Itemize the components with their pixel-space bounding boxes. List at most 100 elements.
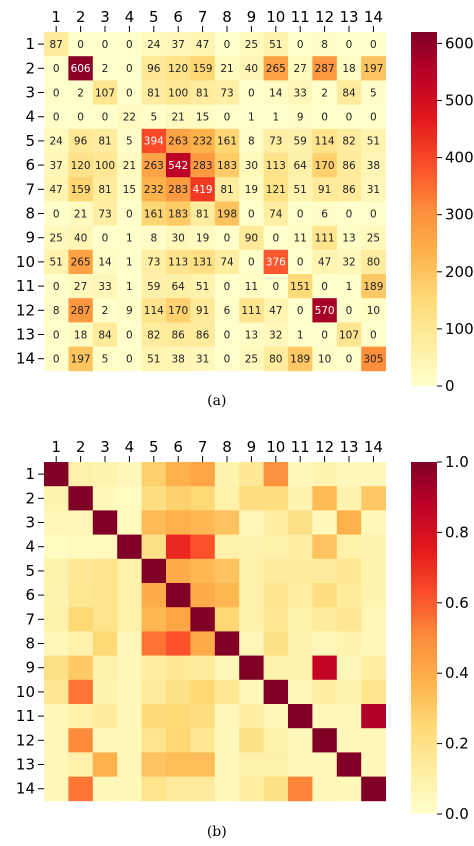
cell-value-label: 81 xyxy=(220,184,233,196)
heatmap-cell xyxy=(92,346,118,372)
x-tick-label: 8 xyxy=(222,438,232,456)
colorbar-tick-label: 600 xyxy=(445,34,474,52)
cell-value-label: 0 xyxy=(297,305,304,317)
cell-value-label: 1 xyxy=(126,233,133,245)
heatmap-cell xyxy=(141,728,167,753)
heatmap-cell xyxy=(141,298,167,323)
cell-value-label: 40 xyxy=(74,233,87,245)
heatmap-cell xyxy=(263,655,289,681)
heatmap-cell xyxy=(190,322,216,347)
y-tick-label: 7 xyxy=(25,610,35,628)
heatmap-cell xyxy=(92,153,118,178)
cell-value-label: 0 xyxy=(102,233,109,245)
cell-value-label: 13 xyxy=(245,329,258,341)
heatmap-cell xyxy=(166,298,191,323)
heatmap-cell xyxy=(44,322,69,347)
heatmap-cell xyxy=(214,486,240,511)
heatmap-cell xyxy=(68,201,94,226)
heatmap-cell xyxy=(190,80,216,105)
cell-value-label: 0 xyxy=(53,329,60,341)
colorbar-tick-label: 300 xyxy=(445,206,474,224)
cell-value-label: 0 xyxy=(224,233,231,245)
heatmap-cell xyxy=(312,225,338,251)
cell-value-label: 82 xyxy=(342,136,355,148)
heatmap-cell xyxy=(117,583,142,608)
cell-value-label: 5 xyxy=(150,112,157,124)
heatmap-cell xyxy=(92,249,118,275)
heatmap-cell xyxy=(336,728,362,753)
cell-value-label: 59 xyxy=(294,136,307,148)
heatmap-cell xyxy=(92,104,118,130)
cell-value-label: 131 xyxy=(193,257,213,269)
heatmap-cell xyxy=(263,607,289,632)
y-tick-label: 9 xyxy=(25,659,35,677)
heatmap-cell xyxy=(361,728,386,753)
cell-value-label: 0 xyxy=(102,39,109,51)
heatmap-cell xyxy=(141,322,167,347)
heatmap-cell xyxy=(263,177,289,202)
cell-value-label: 0 xyxy=(102,112,109,124)
cell-value-label: 25 xyxy=(245,39,258,51)
cell-value-label: 74 xyxy=(220,257,234,269)
cell-value-label: 47 xyxy=(50,184,63,196)
cell-value-label: 19 xyxy=(196,233,209,245)
heatmap-cell xyxy=(166,322,191,347)
colorbar-tick-label: 200 xyxy=(445,263,474,281)
cell-value-label: 96 xyxy=(147,63,161,75)
heatmap-cell xyxy=(288,249,313,275)
cell-value-label: 21 xyxy=(123,160,136,172)
x-tick-label: 13 xyxy=(339,8,358,26)
cell-value-label: 22 xyxy=(123,112,136,124)
colorbar xyxy=(411,32,437,386)
heatmap-cell xyxy=(361,201,386,226)
heatmap-cell xyxy=(44,80,69,105)
heatmap-cell xyxy=(166,249,191,275)
heatmap-cell xyxy=(263,201,289,226)
heatmap-cell xyxy=(68,679,94,705)
cell-value-label: 394 xyxy=(144,136,164,148)
heatmap-panel-b: 1 2 3 4 5 6 7 8 9 10 11 12 13 1412345678910111213140.… xyxy=(16,438,469,840)
heatmap-cell xyxy=(166,558,191,584)
cell-value-label: 0 xyxy=(272,281,279,293)
cell-value-label: 0 xyxy=(370,112,377,124)
heatmap-cell xyxy=(239,486,264,511)
cell-value-label: 86 xyxy=(342,160,356,172)
cell-value-label: 15 xyxy=(123,184,136,196)
cell-value-label: 51 xyxy=(147,354,160,366)
heatmap-cell xyxy=(190,32,216,57)
heatmap-cell xyxy=(190,607,216,632)
cell-value-label: 232 xyxy=(144,184,164,196)
heatmap-cell xyxy=(361,534,386,560)
heatmap-cell xyxy=(263,776,289,802)
heatmap-cell xyxy=(44,274,69,299)
y-tick-label: 10 xyxy=(16,683,35,701)
colorbar-tick-label: 100 xyxy=(445,320,474,338)
heatmap-cell xyxy=(361,776,386,802)
heatmap-cell xyxy=(44,607,69,632)
heatmap-cell xyxy=(239,298,264,323)
cell-value-label: 5 xyxy=(102,354,109,366)
cell-value-label: 0 xyxy=(53,281,60,293)
cell-value-label: 86 xyxy=(196,329,210,341)
heatmap-cell xyxy=(141,274,167,299)
heatmap-cell xyxy=(190,752,216,777)
cell-value-label: 183 xyxy=(168,208,188,220)
heatmap-cell xyxy=(166,80,191,105)
heatmap-cell xyxy=(68,322,94,347)
heatmap-cell xyxy=(214,225,240,251)
heatmap-cell xyxy=(361,80,386,105)
colorbar-tick-label: 0.8 xyxy=(445,523,469,541)
heatmap-cell xyxy=(166,631,191,656)
y-tick-label: 7 xyxy=(25,180,35,198)
heatmap-cell xyxy=(190,486,216,511)
cell-value-label: 542 xyxy=(168,160,188,172)
cell-value-label: 170 xyxy=(168,305,188,317)
colorbar-tick-label: 500 xyxy=(445,92,474,110)
cell-value-label: 25 xyxy=(50,233,63,245)
heatmap-cell xyxy=(288,128,313,154)
cell-value-label: 90 xyxy=(245,233,258,245)
heatmap-cell xyxy=(166,225,191,251)
heatmap-cell xyxy=(44,534,69,560)
y-tick-label: 1 xyxy=(25,35,35,53)
